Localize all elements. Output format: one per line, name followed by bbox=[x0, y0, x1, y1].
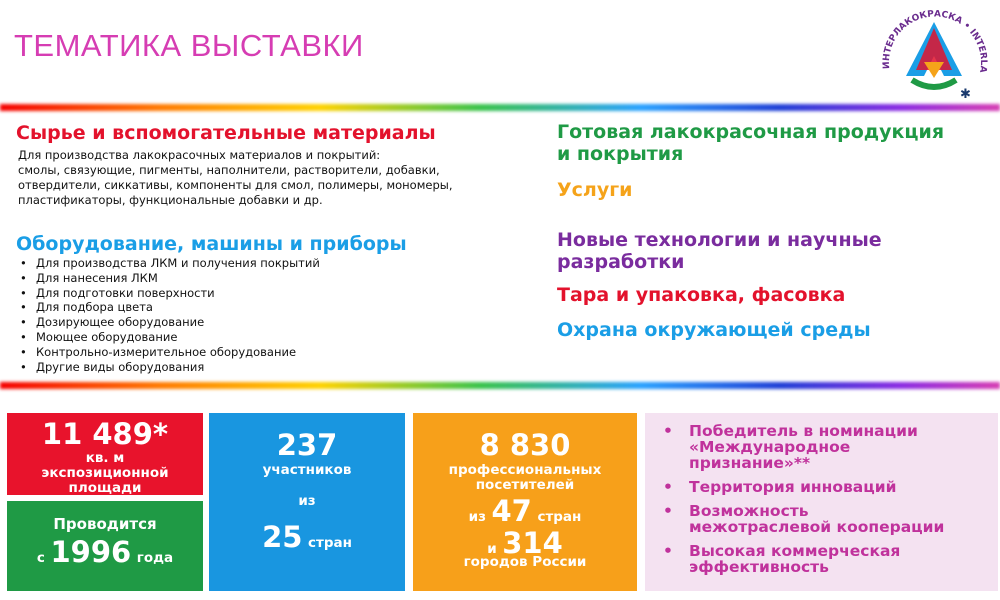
visitors-tile: 8 830 профессиональных посетителей из 47… bbox=[413, 413, 637, 591]
since-year-tile: Проводится с 1996 года bbox=[7, 501, 203, 591]
highlight-item: • Территория инноваций bbox=[663, 478, 897, 496]
list-item: Для подготовки поверхности bbox=[18, 286, 320, 301]
visitors-cities: 314 bbox=[502, 526, 563, 560]
list-item: Контрольно-измерительное оборудование bbox=[18, 345, 320, 360]
category-environment: Охрана окружающей среды bbox=[557, 319, 871, 341]
participants-countries-label: стран bbox=[308, 535, 352, 551]
highlight-item: • Победитель в номинации «Международное при… bbox=[663, 422, 918, 472]
area-label-1: экспозиционной bbox=[41, 465, 169, 481]
category-line: и покрытия bbox=[557, 143, 684, 165]
exhibition-area-tile: 11 489* кв. м экспозиционной площади bbox=[7, 413, 203, 496]
desc-line: отвердители, сиккативы, компоненты для с… bbox=[18, 178, 453, 192]
participants-label: участников bbox=[262, 462, 352, 478]
visitors-countries-label: стран bbox=[537, 509, 582, 525]
visitors-cities-label: городов России bbox=[463, 554, 587, 570]
visitors-value: 8 830 bbox=[479, 428, 571, 462]
category-services: Услуги bbox=[557, 179, 633, 201]
category-line: Готовая лакокрасочная продукция bbox=[557, 121, 945, 143]
category-finished-products: Готовая лакокрасочная продукция и покрыт… bbox=[557, 121, 944, 165]
list-item: Для подбора цвета bbox=[18, 300, 320, 315]
rainbow-divider-top bbox=[0, 104, 1000, 111]
area-value: 11 489* bbox=[41, 417, 169, 451]
desc-line: пластификаторы, функциональные добавки и… bbox=[18, 193, 323, 207]
list-item: Дозирующее оборудование bbox=[18, 315, 320, 330]
visitors-countries: 47 bbox=[491, 494, 532, 528]
visitors-from: из bbox=[468, 509, 486, 525]
visitors-label-2: посетителей bbox=[475, 477, 575, 493]
raw-materials-description: Для производства лакокрасочных материало… bbox=[18, 148, 538, 208]
category-line: Новые технологии и научные bbox=[557, 229, 882, 251]
since-year: 1996 bbox=[50, 535, 132, 569]
category-packaging: Тара и упаковка, фасовка bbox=[557, 284, 846, 306]
since-post: года bbox=[136, 550, 174, 566]
visitors-and: и bbox=[487, 541, 497, 557]
list-item: Для нанесения ЛКМ bbox=[18, 271, 320, 286]
list-item: Моющее оборудование bbox=[18, 330, 320, 345]
desc-line: Для производства лакокрасочных материало… bbox=[18, 148, 381, 162]
svg-text:✱: ✱ bbox=[960, 87, 971, 102]
list-item: Другие виды оборудования bbox=[18, 360, 320, 375]
highlight-item: • Возможность межотраслевой кооперации bbox=[663, 502, 945, 536]
equipment-title: Оборудование, машины и приборы bbox=[16, 233, 407, 255]
participants-tile: 237 участников из 25 стран bbox=[209, 413, 405, 591]
participants-value: 237 bbox=[276, 428, 338, 462]
highlight-item: • Высокая коммерческая эффективность bbox=[663, 542, 901, 576]
interlakokraska-logo: ИНТЕРЛАКОКРАСКА • INTERLAKOKRASKA ✱ bbox=[872, 2, 988, 102]
list-item: Для производства ЛКМ и получения покрыти… bbox=[18, 256, 320, 271]
page-title: ТЕМАТИКА ВЫСТАВКИ bbox=[14, 28, 364, 63]
area-unit: кв. м bbox=[85, 450, 125, 466]
desc-line: смолы, связующие, пигменты, наполнители,… bbox=[18, 163, 440, 177]
raw-materials-title: Сырье и вспомогательные материалы bbox=[16, 122, 436, 144]
since-pre: с bbox=[36, 550, 45, 566]
category-new-technologies: Новые технологии и научные разработки bbox=[557, 229, 882, 273]
highlights-list: • Победитель в номинации «Международное при… bbox=[657, 423, 987, 583]
area-label-2: площади bbox=[68, 480, 142, 496]
visitors-label-1: профессиональных bbox=[448, 462, 602, 478]
rainbow-divider-bottom bbox=[0, 382, 1000, 389]
equipment-list: Для производства ЛКМ и получения покрыти… bbox=[18, 256, 320, 374]
participants-countries: 25 bbox=[262, 520, 303, 554]
participants-from: из bbox=[298, 493, 316, 509]
since-label: Проводится bbox=[53, 515, 157, 533]
category-line: разработки bbox=[557, 251, 685, 273]
highlights-panel: • Победитель в номинации «Международное при… bbox=[645, 413, 998, 591]
